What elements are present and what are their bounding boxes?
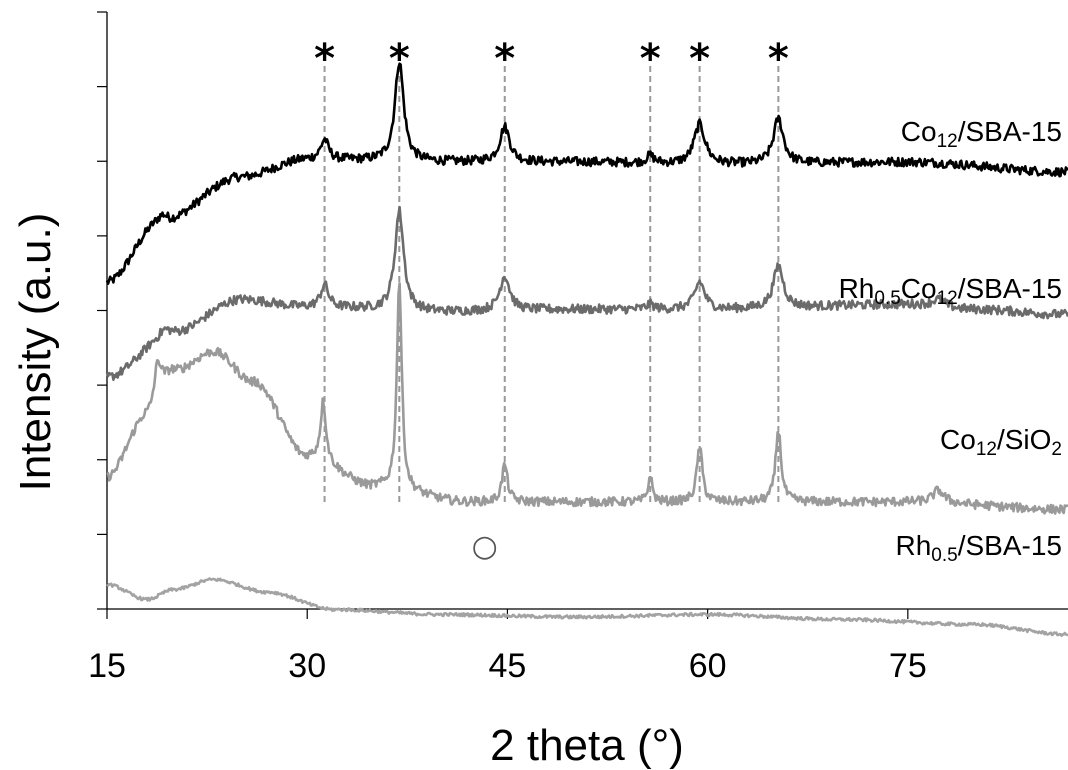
peak-star-marker: * (389, 36, 410, 82)
x-tick-label: 75 (889, 647, 927, 685)
reference-peak-lines: * * * * * * (314, 36, 789, 502)
series-label: Rh0.5/SBA-15 (896, 530, 1063, 566)
xrd-series-trace (105, 205, 1068, 381)
xrd-series-trace (106, 577, 1068, 637)
series-label-part: 0.5 (931, 545, 957, 566)
xrd-series-trace (106, 282, 1068, 515)
x-ticks: 15 30 45 60 75 (88, 609, 927, 685)
x-tick-label: 60 (689, 647, 727, 685)
series-label: Co12/SiO2 (940, 424, 1062, 460)
x-tick-label: 15 (88, 647, 126, 685)
peak-star-marker: * (314, 36, 335, 82)
series-label-part: 2 (1051, 439, 1062, 460)
series-label-part: Rh (839, 273, 875, 304)
x-axis-title: 2 theta (°) (490, 721, 684, 770)
series-label-part: Rh (896, 530, 932, 561)
series-group (105, 62, 1068, 637)
y-axis-title: Intensity (a.u.) (11, 213, 60, 492)
peak-star-marker: * (689, 36, 710, 82)
series-label-part: /SBA-15 (958, 530, 1062, 561)
peak-star-marker: * (768, 36, 789, 82)
series-label-part: 0.5 (874, 288, 900, 309)
peak-star-marker: * (494, 36, 515, 82)
x-tick-label: 45 (489, 647, 527, 685)
series-label-part: 12 (937, 288, 958, 309)
plot-area: 15 30 45 60 75 * * * * * * Co12/SBA-15Rh0.5Co12/S… (88, 11, 1068, 685)
series-label-part: 12 (976, 439, 997, 460)
series-label: Co12/SBA-15 (901, 116, 1062, 152)
open-circle-marker: ○ (472, 529, 498, 564)
series-label-part: /SiO (997, 424, 1051, 455)
series-labels: Co12/SBA-15Rh0.5Co12/SBA-15Co12/SiO2Rh0.… (839, 116, 1062, 566)
x-tick-label: 30 (288, 647, 326, 685)
other-markers: ○ (472, 529, 498, 564)
series-label-part: /SBA-15 (958, 116, 1062, 147)
series-label-part: 12 (937, 131, 958, 152)
series-label-part: Co (901, 116, 937, 147)
series-label-part: Co (940, 424, 976, 455)
peak-star-marker: * (640, 36, 661, 82)
series-label-part: /SBA-15 (958, 273, 1062, 304)
series-label: Rh0.5Co12/SBA-15 (839, 273, 1062, 309)
series-label-part: Co (901, 273, 937, 304)
y-ticks (97, 11, 107, 610)
xrd-series-trace (105, 62, 1068, 285)
